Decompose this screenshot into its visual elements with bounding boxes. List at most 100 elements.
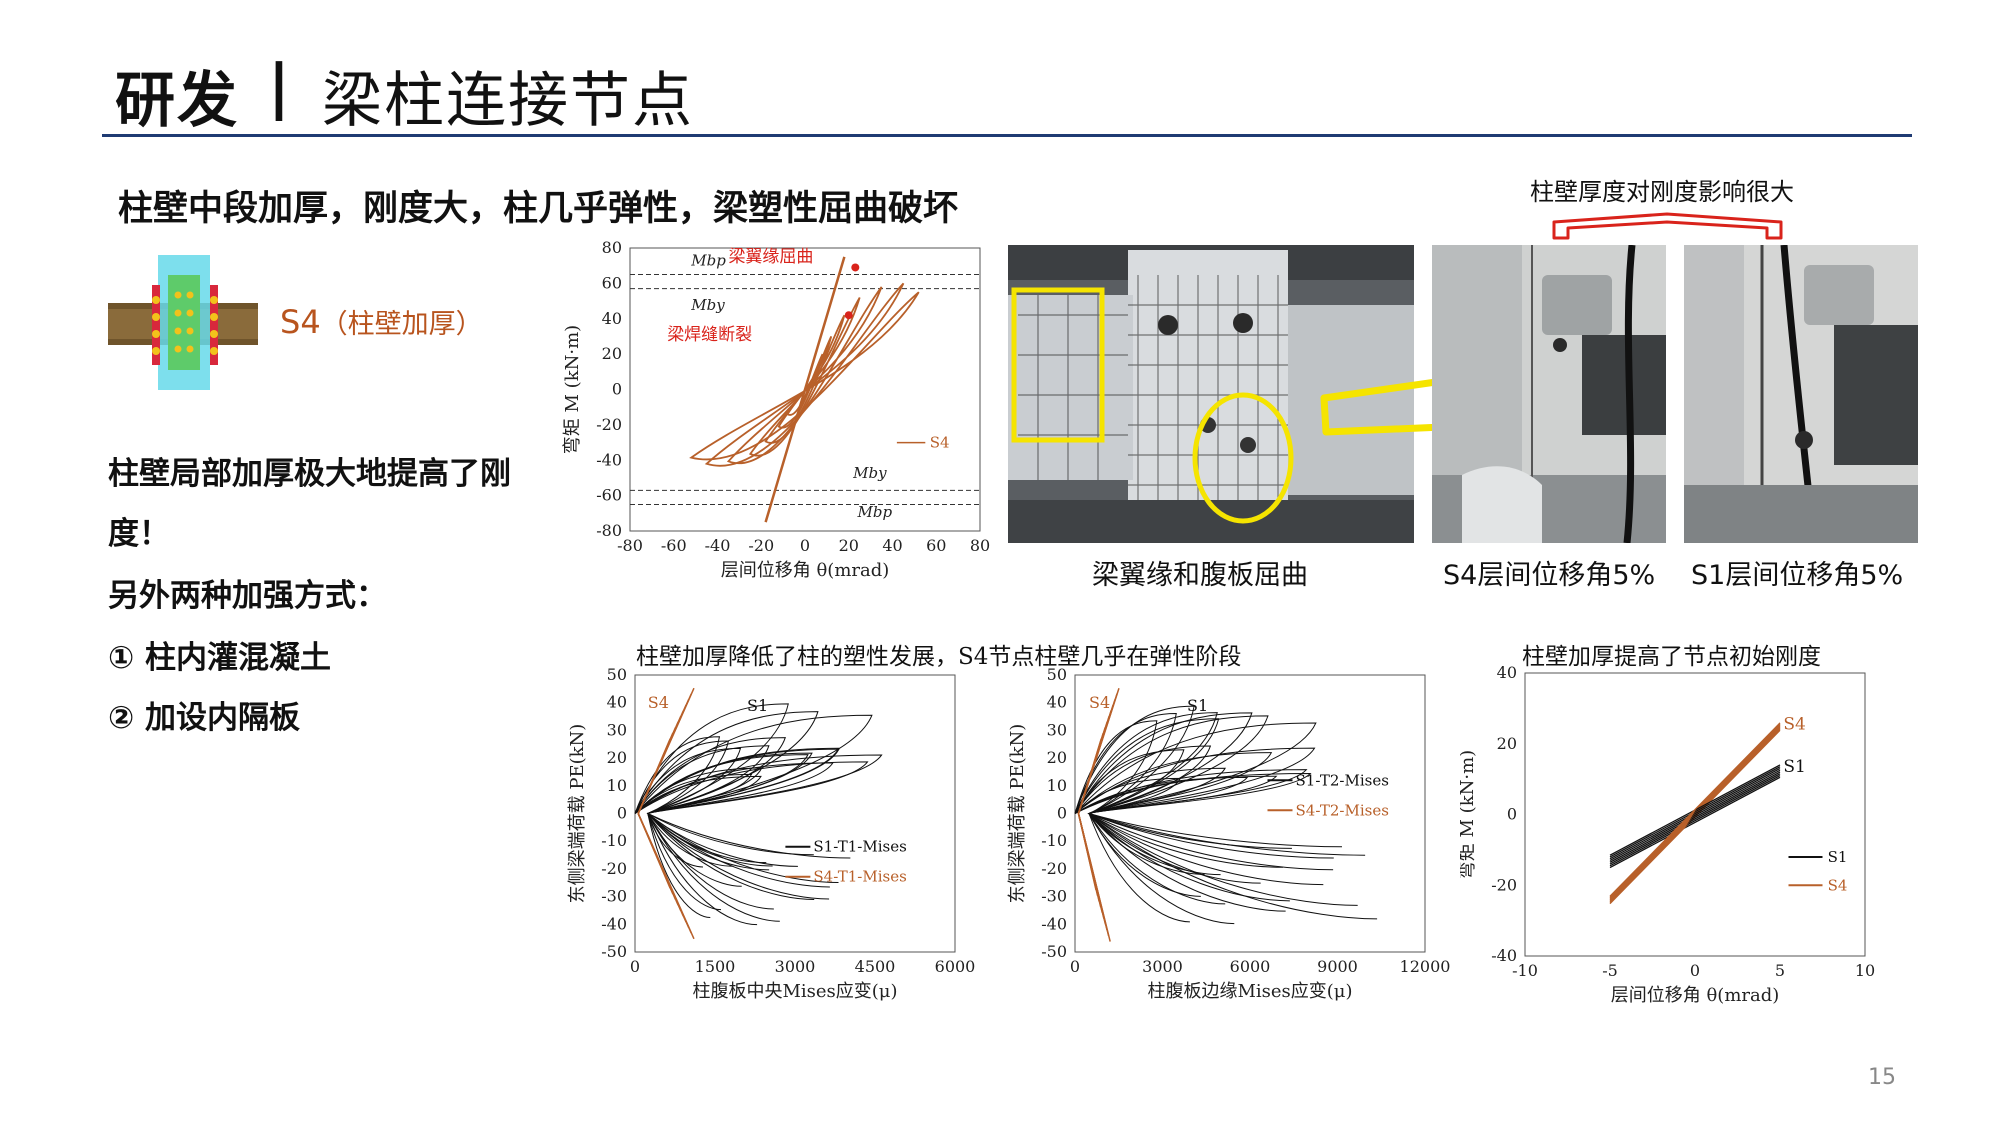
series-s1-line	[1609, 773, 1781, 865]
y-tick-label: 30	[1047, 720, 1067, 739]
series-s4-line	[1609, 725, 1781, 900]
y-tick-label: 40	[1497, 665, 1517, 682]
red-bracket	[1552, 212, 1783, 240]
y-tick-label: 40	[1047, 693, 1067, 712]
stiffness-chart: -10 -5 0 5 10 40 20 0 -20 -40 层间位移角 θ(mrad) 弯矩 M (k…	[1460, 665, 1875, 1006]
series-label-s4: S4	[648, 693, 669, 712]
caption-s4-photo: S4层间位移角5%	[1443, 560, 1656, 591]
y-axis-label: 弯矩 M (kN·m)	[562, 325, 583, 454]
x-axis-label: 柱腹板边缘Mises应变(μ)	[1147, 981, 1352, 1002]
x-tick-label: -40	[705, 536, 731, 555]
x-tick-label: 6000	[935, 957, 976, 976]
series-s1-curve	[634, 761, 869, 859]
plot-frame	[1524, 672, 1866, 957]
series-s1-curve	[634, 711, 819, 867]
plot-frame	[634, 674, 956, 953]
body-line-2: 度！	[108, 516, 170, 552]
y-tick-label: 50	[1047, 665, 1067, 684]
y-tick-label: 0	[1057, 804, 1067, 823]
specimen-label: S4（柱壁加厚）	[280, 302, 483, 341]
y-tick-label: -10	[601, 831, 627, 850]
y-tick-label: 10	[607, 776, 627, 795]
ref-label-mby: Mby	[852, 464, 887, 482]
x-axis-label: 层间位移角 θ(mrad)	[721, 560, 890, 581]
caption-main-photo: 梁翼缘和腹板屈曲	[1092, 560, 1308, 591]
legend-label-s1: S1-T2-Mises	[1296, 771, 1389, 789]
y-tick-label: -30	[601, 887, 627, 906]
series-label-s4: S4	[1089, 693, 1110, 712]
series-s1-line	[1609, 769, 1781, 862]
y-tick-label: 20	[1497, 734, 1517, 753]
series-s4-curve	[637, 715, 682, 912]
legend-label-s1: S1	[1828, 848, 1848, 866]
series-s4-curve	[1077, 687, 1120, 942]
y-tick-label: -80	[596, 521, 622, 540]
x-tick-label: 40	[882, 536, 902, 555]
series-label-s1: S1	[1187, 696, 1208, 715]
y-tick-label: 20	[602, 344, 622, 363]
x-tick-label: -10	[1512, 961, 1538, 980]
series-s1-curve	[1074, 752, 1334, 871]
y-tick-label: 80	[602, 240, 622, 257]
series-s1-line	[1609, 767, 1781, 860]
y-tick-label: 20	[607, 748, 627, 767]
series-s1-curve	[1074, 769, 1342, 848]
series-s1-line	[1609, 766, 1781, 858]
series-s1-curve	[634, 714, 873, 883]
y-axis-label: 东侧梁端荷载 PE(kN)	[567, 724, 588, 904]
s1-drift-photo	[1684, 245, 1918, 543]
y-tick-label: -60	[596, 486, 622, 505]
annotation-point	[851, 263, 860, 272]
y-tick-label: 30	[607, 720, 627, 739]
x-tick-label: 0	[1690, 961, 1700, 980]
strain-t2-chart: 0 3000 6000 9000 12000 50 40 30 20 10 0 -10 -20 -30 -4…	[1007, 665, 1450, 1002]
x-tick-label: 5	[1775, 961, 1785, 980]
series-s4-curve	[637, 699, 690, 928]
x-tick-label: 80	[970, 536, 990, 555]
annotation-label: 梁翼缘屈曲	[728, 247, 813, 267]
stiffness-note: 柱壁厚度对刚度影响很大	[1530, 178, 1794, 206]
specimen-photo-main	[1008, 245, 1414, 543]
y-axis-label: 东侧梁端荷载 PE(kN)	[1007, 724, 1028, 904]
x-axis-label: 柱腹板中央Mises应变(μ)	[692, 981, 897, 1002]
hysteresis-loop	[726, 286, 883, 465]
series-s4-curve	[637, 727, 677, 900]
y-tick-label: -20	[1041, 859, 1067, 878]
series-s1-curve	[634, 740, 730, 918]
strain-chart-title: 柱壁加厚降低了柱的塑性发展，S4节点柱壁几乎在弹性阶段	[636, 644, 1242, 670]
series-s4-curve	[637, 738, 671, 889]
series-s4-curve	[637, 721, 679, 906]
y-tick-label: -40	[1041, 914, 1067, 933]
series-s1-curve	[634, 747, 840, 900]
page-title-main: 研发	[115, 66, 239, 136]
series-s1-line	[1609, 776, 1781, 869]
plot-frame	[629, 247, 981, 532]
title-divider	[102, 134, 1912, 137]
y-tick-label: 20	[1047, 748, 1067, 767]
legend-label-s4: S4-T1-Mises	[813, 868, 906, 886]
specimen-name: S4	[280, 303, 321, 341]
series-s1-curve	[1074, 715, 1334, 859]
legend-label: S4	[930, 434, 950, 452]
x-tick-label: 10	[1855, 961, 1875, 980]
x-tick-label: -60	[661, 536, 687, 555]
page-title-sub: 梁柱连接节点	[322, 66, 694, 136]
body-line-3: 另外两种加强方式：	[108, 578, 387, 614]
x-tick-label: 1500	[695, 957, 736, 976]
x-tick-label: 60	[926, 536, 946, 555]
legend-label-s1: S1-T1-Mises	[813, 838, 906, 856]
series-s4-curve	[1077, 693, 1118, 937]
series-s1-curve	[1074, 722, 1378, 920]
legend-label-s4: S4-T2-Mises	[1296, 801, 1389, 819]
hysteresis-chart: -80 -60 -40 -20 0 20 40 60 80806040200-20-40-60-…	[562, 240, 990, 581]
series-label-s1: S1	[747, 696, 768, 715]
series-s1-curve	[634, 762, 834, 856]
x-tick-label: 0	[800, 536, 810, 555]
body-item-2: ② 加设内隔板	[108, 700, 301, 736]
series-label-s4: S4	[1783, 715, 1805, 735]
series-s4-curve	[637, 693, 693, 934]
ref-label-mbp: Mbp	[690, 252, 726, 270]
y-tick-label: -20	[1491, 875, 1517, 894]
x-tick-label: -5	[1602, 961, 1618, 980]
series-s1-line	[1609, 775, 1781, 867]
